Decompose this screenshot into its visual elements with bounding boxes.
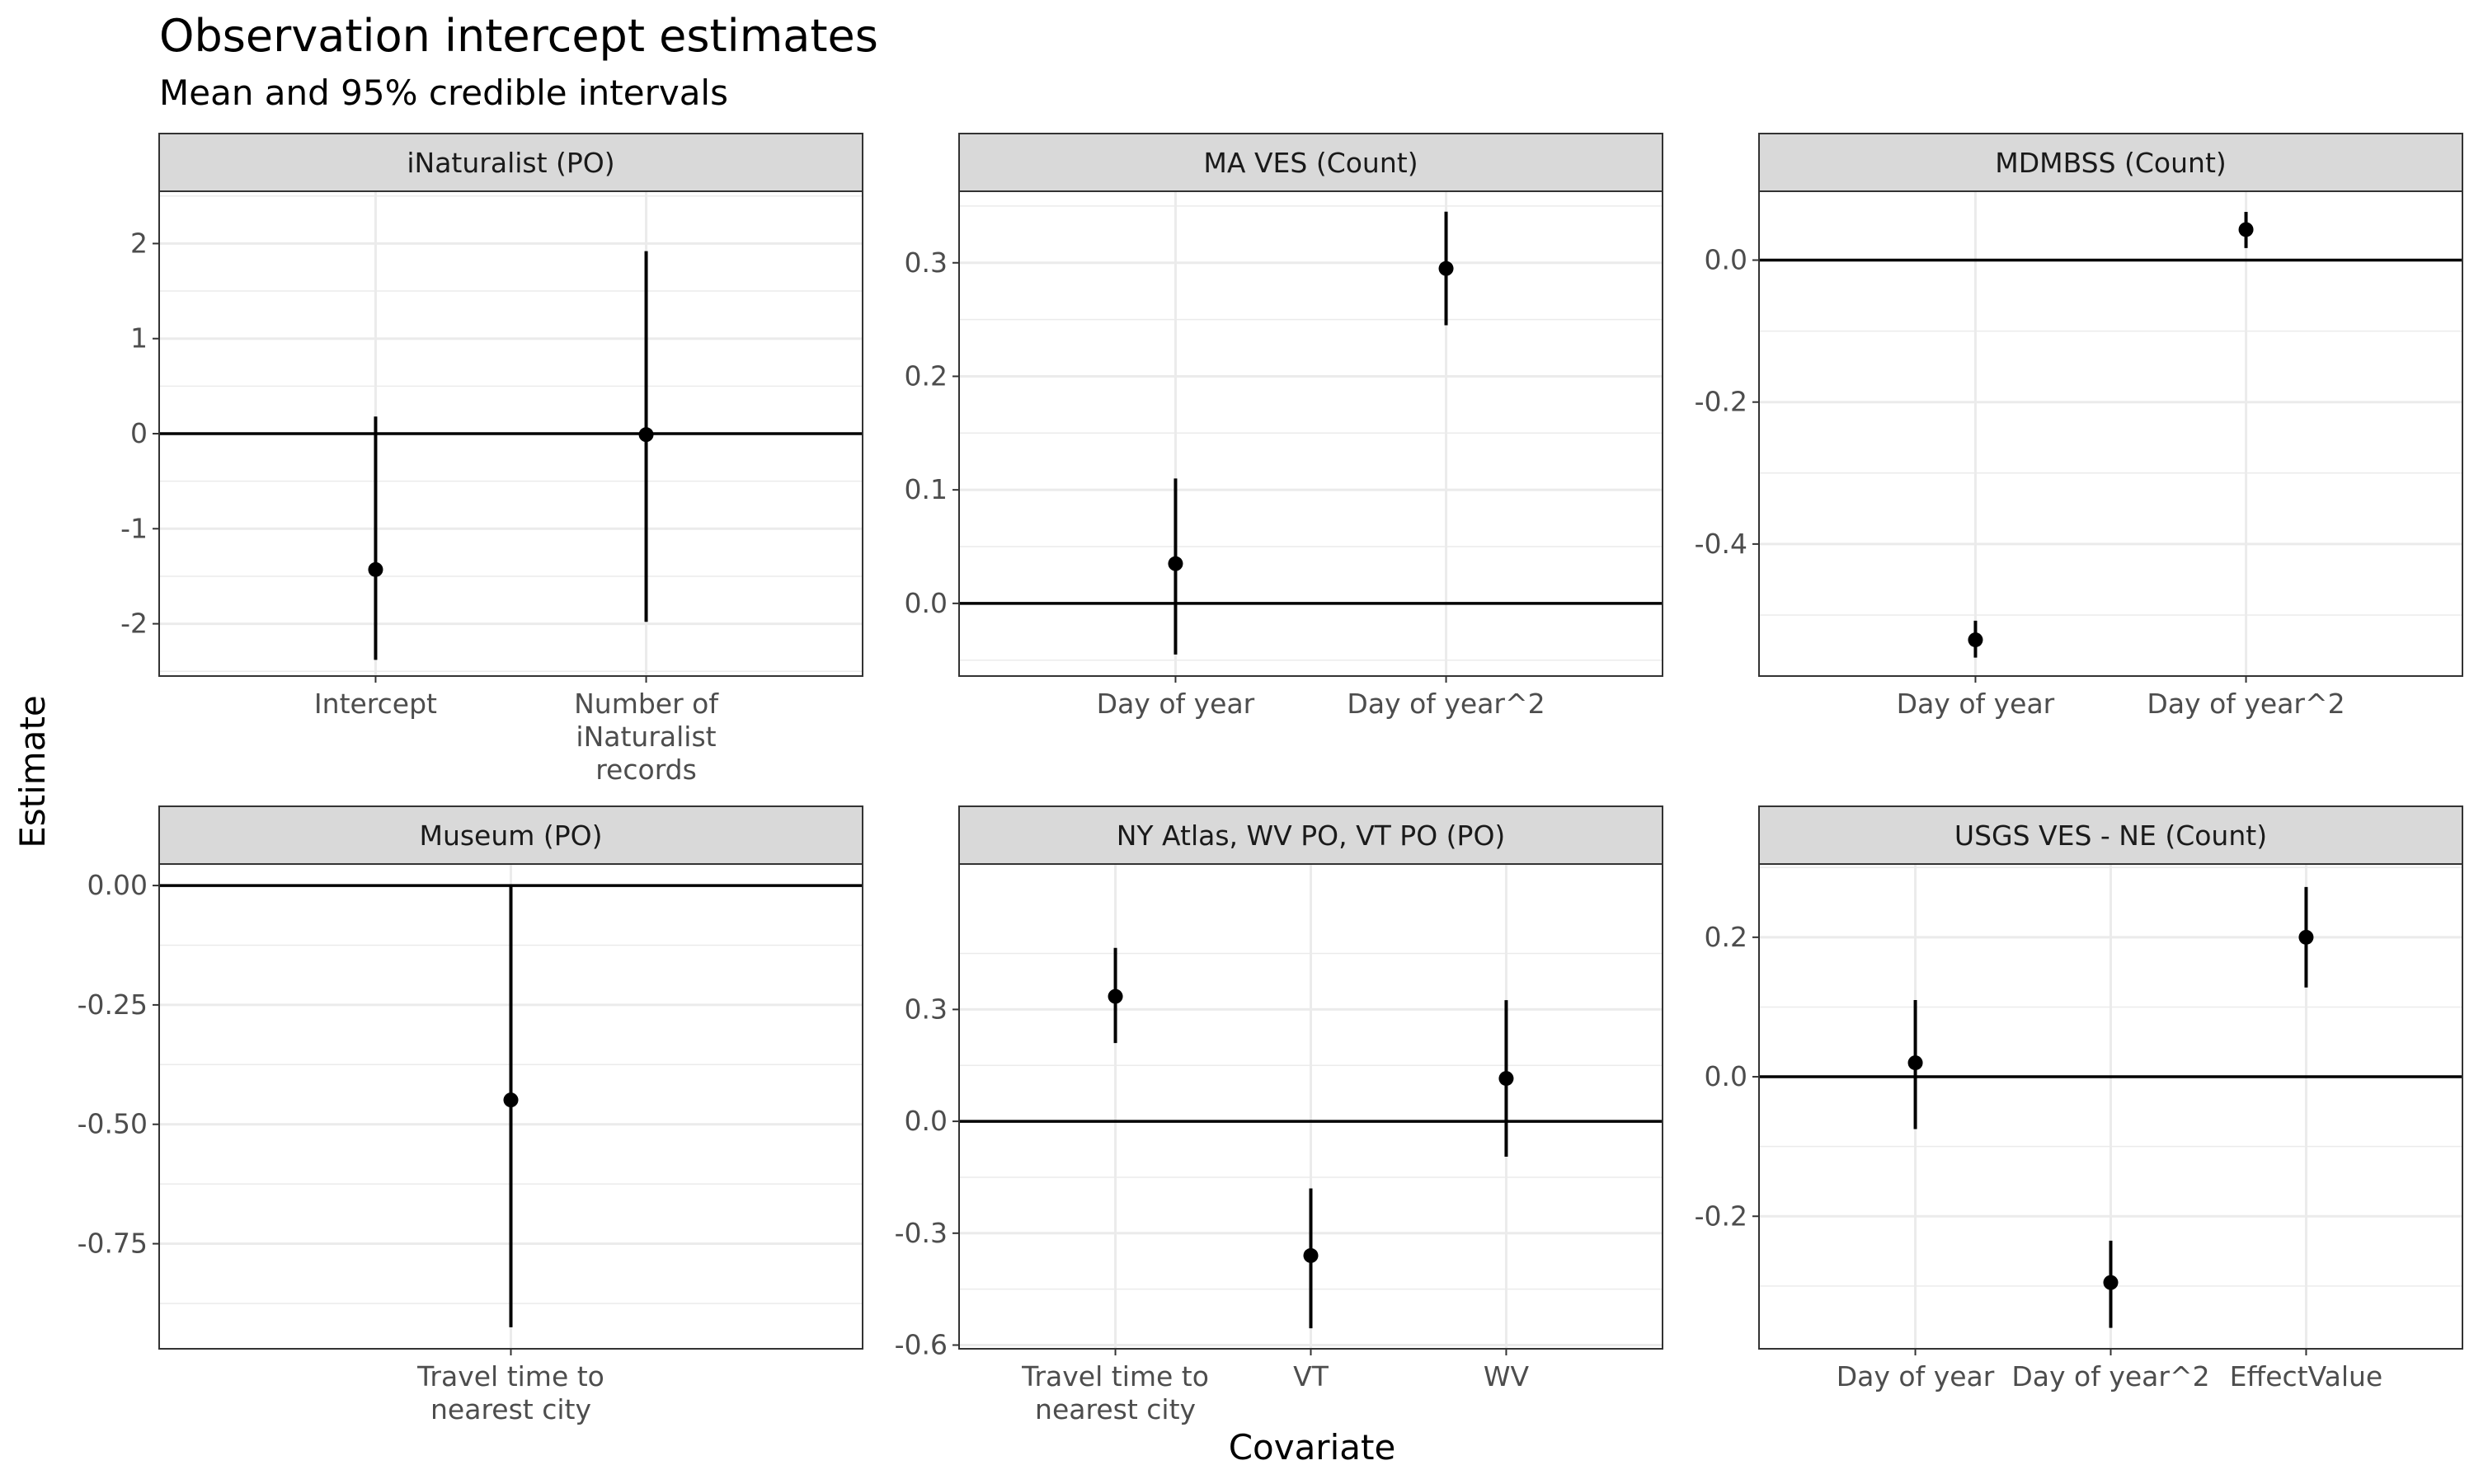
y-tick-label: -0.50	[78, 1108, 148, 1140]
facet-panel-3: -0.75 -0.50 -0.25 0.00 Museum (PO) Travel tim…	[78, 805, 863, 1425]
mean-point	[1907, 1055, 1923, 1071]
facet-strip-label: MDMBSS (Count)	[1995, 147, 2227, 179]
mean-point	[2238, 222, 2254, 237]
x-tick-label-line: WV	[1484, 1360, 1530, 1392]
mean-point	[368, 561, 383, 577]
mean-point	[2298, 929, 2314, 945]
mean-point	[1498, 1071, 1514, 1087]
x-tick-label-line: Day of year^2	[1347, 688, 1545, 720]
y-tick-label: 1	[130, 322, 148, 355]
y-tick-label: 0.0	[905, 1105, 948, 1137]
x-tick-label: Travel time to nearest city	[416, 1360, 604, 1425]
mean-point	[1968, 632, 1983, 648]
x-tick-label-line: nearest city	[1035, 1393, 1196, 1425]
x-tick-label-line: Day of year	[1837, 1360, 1995, 1392]
mean-point	[1303, 1247, 1319, 1263]
facet-strip	[958, 133, 1663, 192]
facet-strip-label: NY Atlas, WV PO, VT PO (PO)	[1117, 819, 1506, 852]
x-tick-label: Day of year	[1097, 688, 1255, 720]
x-tick-label-line: Day of year	[1097, 688, 1255, 720]
x-tick-label-line: Number of	[574, 688, 719, 720]
y-tick-label: 0.3	[905, 993, 948, 1025]
facet-strip	[158, 133, 863, 192]
x-tick-label-line: records	[595, 754, 697, 786]
x-tick-label: Travel time to nearest city	[1021, 1360, 1209, 1425]
y-tick-label: 0.3	[905, 247, 948, 279]
y-tick-label: 0.1	[905, 473, 948, 505]
facet-strip-label: USGS VES - NE (Count)	[1954, 819, 2267, 852]
x-axis-title: Covariate	[1229, 1427, 1396, 1468]
facet-strip-label: Museum (PO)	[419, 819, 602, 852]
x-tick-label: Day of year^2	[1347, 688, 1545, 720]
mean-point	[1438, 261, 1454, 276]
y-tick-label: -0.2	[1695, 1200, 1747, 1232]
y-tick-label: -0.2	[1695, 386, 1747, 418]
y-tick-label: 0.2	[905, 359, 948, 392]
y-tick-label: 0	[130, 417, 148, 449]
y-axis-title: Estimate	[12, 695, 53, 848]
y-tick-label: -0.75	[78, 1228, 148, 1260]
y-tick-label: -0.4	[1695, 528, 1747, 560]
chart-title: Observation intercept estimates	[159, 10, 878, 62]
x-tick-label: Day of year	[1897, 688, 2055, 720]
facet-strip	[958, 805, 1663, 865]
x-tick-label: Day of year^2	[2147, 688, 2345, 720]
chart-subtitle: Mean and 95% credible intervals	[159, 73, 728, 113]
x-tick-label-line: Travel time to	[416, 1360, 604, 1392]
y-tick-label: -0.3	[895, 1217, 948, 1249]
y-tick-label: 0.00	[87, 869, 148, 901]
x-tick-label-line: Day of year	[1897, 688, 2055, 720]
x-tick-label: VT	[1293, 1360, 1329, 1392]
mean-point	[638, 427, 654, 443]
x-tick-label: EffectValue	[2230, 1360, 2383, 1392]
mean-point	[1168, 556, 1183, 571]
panel-background	[1759, 191, 2462, 676]
x-tick-label: WV	[1484, 1360, 1530, 1392]
facet-strip-label: MA VES (Count)	[1203, 147, 1418, 179]
x-tick-label-line: EffectValue	[2230, 1360, 2383, 1392]
x-tick-label-line: Intercept	[314, 688, 437, 720]
facet-panel-4: -0.6 -0.3 0.0 0.3 NY Atlas, WV PO, VT PO (PO…	[895, 805, 1663, 1425]
mean-point	[2103, 1275, 2119, 1290]
y-tick-label: -1	[120, 512, 148, 544]
y-tick-label: -0.6	[895, 1328, 948, 1360]
mean-point	[503, 1092, 519, 1108]
y-tick-label: -2	[120, 608, 148, 640]
y-tick-label: 0.2	[1705, 921, 1747, 953]
x-tick-label-line: nearest city	[430, 1393, 591, 1425]
x-tick-label-line: Day of year^2	[2147, 688, 2345, 720]
x-tick-label: Intercept	[314, 688, 437, 720]
x-tick-label-line: Day of year^2	[2011, 1360, 2209, 1392]
x-tick-label-line: Travel time to	[1021, 1360, 1209, 1392]
x-tick-label: Day of year^2	[2011, 1360, 2209, 1392]
facet-strip	[1758, 133, 2463, 192]
facet-strip-label: iNaturalist (PO)	[407, 147, 614, 179]
x-tick-label-line: VT	[1293, 1360, 1329, 1392]
facet-strip	[158, 805, 863, 865]
y-tick-label: 2	[130, 227, 148, 259]
x-tick-label: Day of year	[1837, 1360, 1995, 1392]
y-tick-label: 0.0	[905, 587, 948, 619]
x-tick-label-line: iNaturalist	[576, 721, 716, 753]
facet-panel-5: -0.2 0.0 0.2 USGS VES - NE (Count) Day of ye…	[1695, 805, 2463, 1392]
x-tick-label: Number of iNaturalist records	[574, 688, 719, 786]
y-tick-label: -0.25	[78, 989, 148, 1021]
facet-strip	[1758, 805, 2463, 865]
facet-panel-1: 0.0 0.1 0.2 0.3 MA VES (Count) Day of year Day…	[905, 133, 1663, 720]
facet-panel-2: -0.4 -0.2 0.0 MDMBSS (Count) Day of year Day …	[1695, 133, 2463, 720]
y-tick-label: 0.0	[1705, 1060, 1747, 1092]
y-tick-label: 0.0	[1705, 244, 1747, 276]
facet-panel-0: -2 -1 0 1 2 iNaturalist (PO) Intercept Number o…	[120, 133, 863, 786]
facet-grid: -2 -1 0 1 2 iNaturalist (PO) Intercept Number o…	[78, 133, 2463, 1425]
mean-point	[1108, 989, 1123, 1004]
